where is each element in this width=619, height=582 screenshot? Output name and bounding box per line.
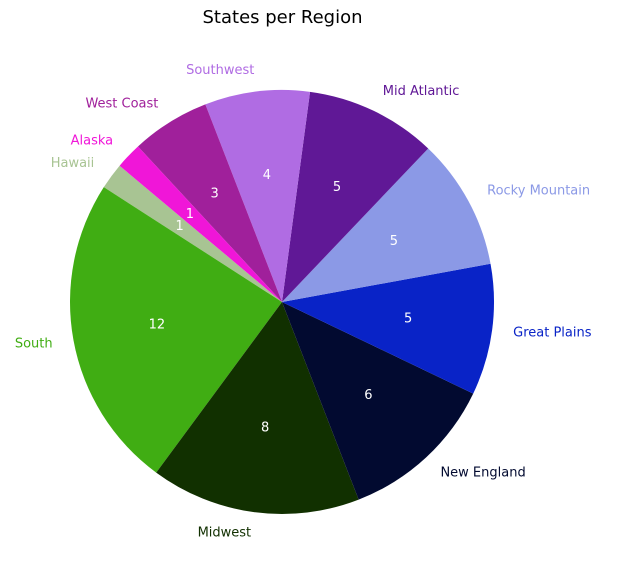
category-label-southwest: Southwest <box>186 63 254 78</box>
value-label-rocky-mountain: 5 <box>390 234 398 249</box>
category-label-south: South <box>15 337 53 352</box>
value-label-mid-atlantic: 5 <box>333 180 341 195</box>
value-label-alaska: 1 <box>186 207 194 222</box>
value-label-new-england: 6 <box>364 388 372 403</box>
value-label-south: 12 <box>149 317 166 332</box>
pie-slice-west-coast <box>137 104 282 302</box>
category-label-mid-atlantic: Mid Atlantic <box>383 84 460 99</box>
category-label-alaska: Alaska <box>71 134 114 149</box>
pie-slice-southwest <box>205 89 311 303</box>
pie-slice-rocky-mountain <box>282 148 491 302</box>
pie-slice-hawaii <box>103 165 282 302</box>
pie-slice-midwest <box>156 302 359 514</box>
category-label-rocky-mountain: Rocky Mountain <box>487 184 590 199</box>
value-label-great-plains: 5 <box>404 311 412 326</box>
value-label-west-coast: 3 <box>210 187 218 202</box>
value-label-southwest: 4 <box>263 168 271 183</box>
pie-slice-mid-atlantic <box>282 91 429 302</box>
category-label-new-england: New England <box>440 466 525 481</box>
category-label-west-coast: West Coast <box>85 97 158 112</box>
category-label-midwest: Midwest <box>198 526 252 541</box>
pie-slice-new-england <box>282 302 474 500</box>
category-label-great-plains: Great Plains <box>513 325 592 340</box>
pie-slice-south <box>70 187 282 473</box>
value-label-hawaii: 1 <box>175 219 183 234</box>
pie-slice-alaska <box>119 146 282 302</box>
pie-slice-great-plains <box>282 263 495 394</box>
value-label-midwest: 8 <box>261 421 269 436</box>
category-label-hawaii: Hawaii <box>51 156 95 171</box>
chart-title: States per Region <box>202 7 363 28</box>
